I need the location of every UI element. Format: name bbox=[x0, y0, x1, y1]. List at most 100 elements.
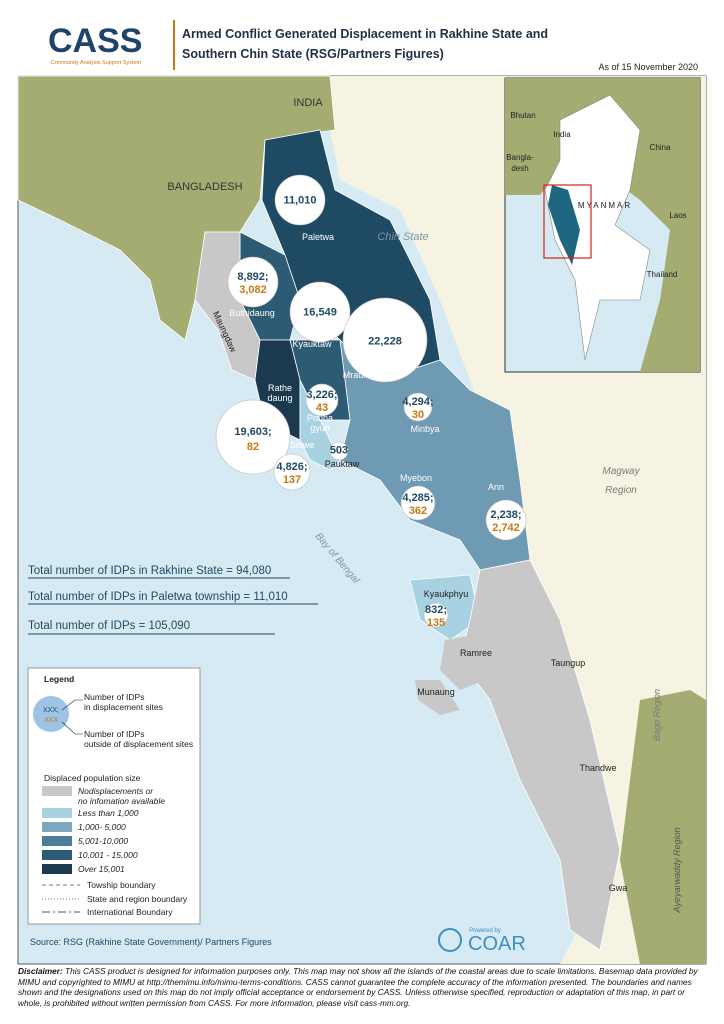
idp-outside-sites: 135 bbox=[427, 617, 445, 629]
township-label: Minbya bbox=[410, 424, 439, 434]
inset-label: Thailand bbox=[647, 270, 678, 279]
legend-bubble bbox=[33, 696, 69, 732]
region-label: Region bbox=[605, 485, 637, 496]
title: Armed Conflict Generated Displacement in… bbox=[182, 27, 548, 41]
idp-outside-sites: 137 bbox=[283, 474, 301, 486]
legend-sample: XXX bbox=[44, 717, 58, 724]
inset-label: China bbox=[650, 143, 671, 152]
township-label: Thandwe bbox=[579, 763, 616, 773]
legend-swatch bbox=[42, 864, 72, 874]
legend-title: Legend bbox=[44, 674, 74, 684]
legend-swatch bbox=[42, 822, 72, 832]
township-label: daung bbox=[267, 393, 292, 403]
township-label: Kyauktaw bbox=[292, 339, 332, 349]
idp-bubble bbox=[485, 499, 527, 541]
township-label: Paletwa bbox=[302, 232, 334, 242]
legend-swatch bbox=[42, 786, 72, 796]
legend-swatch bbox=[42, 836, 72, 846]
inset-label: Laos bbox=[669, 211, 686, 220]
idp-in-sites: 503 bbox=[330, 445, 348, 457]
legend-swatch bbox=[42, 850, 72, 860]
idp-in-sites: 4,294; bbox=[402, 396, 433, 408]
legend-text: 10,001 - 15,000 bbox=[78, 850, 138, 860]
coar-powered: Powered by bbox=[469, 928, 501, 934]
legend-text: Number of IDPs bbox=[84, 729, 144, 739]
legend-text: Over 15,001 bbox=[78, 864, 125, 874]
ramree bbox=[440, 635, 485, 690]
township-label: Ramree bbox=[460, 648, 492, 658]
idp-outside-sites: 82 bbox=[247, 441, 259, 453]
coar-icon bbox=[438, 928, 462, 952]
idp-in-sites: 8,892; bbox=[237, 271, 268, 283]
inset-rakhine bbox=[548, 185, 580, 265]
legend-text: 1,000- 5,000 bbox=[78, 822, 126, 832]
township-label: Rathe bbox=[268, 383, 292, 393]
idp-bubble bbox=[289, 281, 351, 343]
region-label: Magway bbox=[602, 466, 640, 477]
date: As of 15 November 2020 bbox=[598, 62, 698, 72]
legend-text: State and region boundary bbox=[87, 894, 188, 904]
country-label: INDIA bbox=[293, 97, 323, 109]
legend-leader bbox=[61, 699, 83, 711]
idp-bubble bbox=[215, 399, 291, 475]
disclaimer-text: This CASS product is designed for inform… bbox=[18, 966, 698, 1008]
legend-text: in displacement sites bbox=[84, 702, 163, 712]
source: Source: RSG (Rakhine State Government)/ … bbox=[30, 937, 272, 947]
township-label: Kyaukphyu bbox=[424, 589, 469, 599]
township-label: Taungup bbox=[551, 658, 586, 668]
inset-extent bbox=[543, 184, 592, 259]
idp-outside-sites: 362 bbox=[409, 505, 427, 517]
idp-bubble bbox=[423, 602, 449, 628]
idp-outside-sites: 2,742 bbox=[492, 522, 520, 534]
legend-text: outside of displacement sites bbox=[84, 739, 193, 749]
inset-label: desh bbox=[511, 164, 528, 173]
legend-text: no infomation available bbox=[78, 796, 165, 806]
township-label: Myebon bbox=[400, 473, 432, 483]
inset-neighbours bbox=[505, 78, 700, 372]
state-label: Chin State bbox=[377, 231, 428, 243]
legend-sample: XXX; bbox=[43, 707, 59, 714]
idp-in-sites: 832; bbox=[425, 604, 447, 616]
idp-bubble bbox=[403, 392, 433, 422]
township-label: Sittwe bbox=[290, 440, 315, 450]
idp-in-sites: 19,603; bbox=[234, 426, 271, 438]
township-label: Buthidaung bbox=[229, 308, 275, 318]
country-label: BANGLADESH bbox=[167, 181, 242, 193]
inset-label: Bhutan bbox=[510, 111, 535, 120]
ayeyarwaddy-land bbox=[620, 690, 706, 964]
inset-label: MYANMAR bbox=[578, 201, 632, 210]
legend-text: Nodisplacements or bbox=[78, 786, 154, 796]
township-label: Gwa bbox=[609, 883, 628, 893]
inset-label: Bangla- bbox=[506, 153, 534, 162]
township-label: Mrauk-U bbox=[343, 370, 378, 380]
idp-bubble bbox=[305, 383, 339, 417]
idp-in-sites: 16,549 bbox=[303, 307, 337, 319]
idp-bubble bbox=[329, 441, 349, 461]
inset-label: India bbox=[553, 130, 571, 139]
legend-text: Number of IDPs bbox=[84, 692, 144, 702]
inset-myanmar bbox=[544, 94, 651, 361]
disclaimer-label: Disclaimer: bbox=[18, 966, 63, 976]
logo-sub: Community Analysis Support System bbox=[51, 60, 142, 66]
total: Total number of IDPs in Paletwa township… bbox=[28, 591, 288, 603]
idp-outside-sites: 30 bbox=[412, 409, 424, 421]
total: Total number of IDPs = 105,090 bbox=[28, 620, 190, 632]
legend-text: Towship boundary bbox=[87, 880, 156, 890]
legend-subtitle: Displaced population size bbox=[44, 773, 141, 783]
idp-bubble bbox=[400, 485, 436, 521]
bubbles: 11,010 8,892;3,082 16,549 22,228 3,226;43 4,2… bbox=[215, 174, 527, 629]
township-label: Munaung bbox=[417, 687, 455, 697]
idp-in-sites: 2,238; bbox=[490, 509, 521, 521]
idp-bubble bbox=[342, 297, 428, 383]
region-label: Bago Region bbox=[652, 689, 662, 741]
legend-swatch bbox=[42, 808, 72, 818]
logo: CASS bbox=[48, 22, 142, 60]
township-label: gyun bbox=[310, 423, 330, 433]
idp-in-sites: 4,826; bbox=[276, 461, 307, 473]
title: Southern Chin State (RSG/Partners Figure… bbox=[182, 47, 444, 61]
idp-outside-sites: 43 bbox=[316, 402, 328, 414]
total: Total number of IDPs in Rakhine State = … bbox=[28, 565, 271, 577]
